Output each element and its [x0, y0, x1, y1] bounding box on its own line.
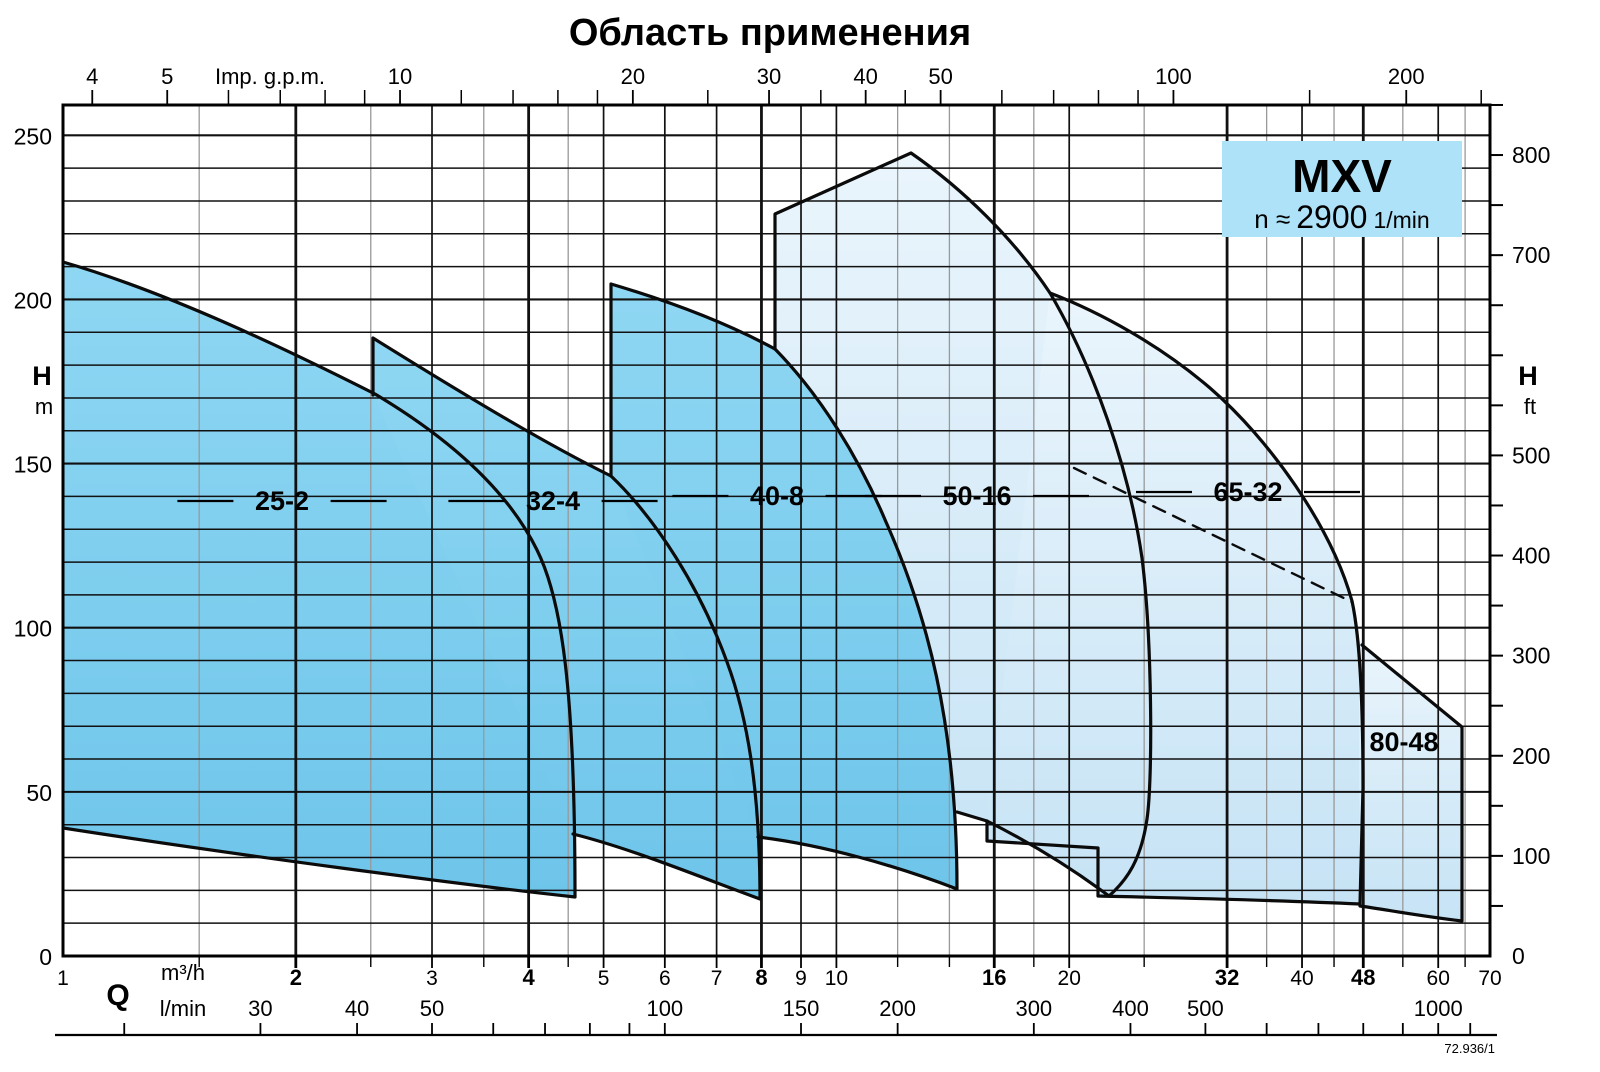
bottom-axis-tick-label: 20	[1058, 967, 1081, 990]
flow-axis-symbol: Q	[106, 979, 129, 1012]
region-fill-40-8	[611, 284, 957, 889]
bottom-axis-tick-label: 70	[1478, 967, 1501, 990]
left-axis-tick-label: 150	[14, 452, 52, 478]
drawing-number: 72.936/1	[1444, 1041, 1495, 1056]
right-axis-tick-label: 200	[1512, 743, 1550, 769]
plot-frame	[61, 103, 1492, 958]
model-badge-bg	[1222, 141, 1462, 237]
region-label-40-8: 40-8	[750, 481, 804, 511]
region-label-32-4: 32-4	[526, 486, 580, 516]
top-axis-unit: Imp. g.p.m.	[215, 64, 325, 89]
bottom-axis-tick-label: 3	[426, 967, 438, 990]
lmin-axis-tick-label: 50	[420, 996, 444, 1021]
bottom-axis-tick-label: 60	[1427, 967, 1450, 990]
lmin-axis-tick-label: 100	[646, 996, 683, 1021]
selection-dashed-line	[1072, 466, 1354, 604]
left-axis-tick-label: 0	[39, 944, 52, 970]
region-fill-25-2	[63, 262, 575, 897]
bottom-axis-tick-label: 8	[755, 965, 767, 990]
bottom-axis-tick-label: 1	[57, 967, 69, 990]
left-axis-unit: m	[35, 394, 53, 419]
right-axis-tick-label: 300	[1512, 643, 1550, 669]
top-axis-tick-label: 40	[853, 64, 877, 89]
bottom-axis-tick-label: 10	[825, 967, 848, 990]
left-axis-tick-label: 200	[14, 287, 52, 313]
right-axis-tick-label: 400	[1512, 543, 1550, 569]
bottom-axis-tick-label: 7	[711, 967, 723, 990]
region-outline-40-8	[609, 282, 959, 891]
model-badge-title: MXV	[1292, 150, 1392, 202]
right-axis-tick-label: 0	[1512, 943, 1525, 969]
region-outline-65-32	[985, 291, 1365, 906]
right-axis-tick-label: 100	[1512, 843, 1550, 869]
left-axis-tick-label: 50	[26, 780, 52, 806]
bottom-axis-tick-label: 6	[659, 967, 671, 990]
region-fill-65-32	[987, 293, 1363, 904]
region-label-80-48: 80-48	[1369, 727, 1438, 757]
model-badge-speed: n ≈2900 1/min	[1254, 199, 1429, 235]
bottom-axis-tick-label: 5	[598, 967, 610, 990]
bottom-axis-tick-label: 48	[1351, 965, 1375, 990]
top-axis-tick-label: 20	[621, 64, 645, 89]
flow-axis-unit-lmin: l/min	[160, 996, 206, 1021]
lmin-axis-tick-label: 150	[783, 996, 820, 1021]
right-axis-tick-label: 800	[1512, 142, 1550, 168]
top-axis-tick-label: 50	[928, 64, 952, 89]
bottom-axis-tick-label: 4	[523, 965, 536, 990]
right-axis-tick-label: 700	[1512, 242, 1550, 268]
top-axis-tick-label: 200	[1388, 64, 1425, 89]
region-outline-25-2	[63, 260, 577, 899]
bottom-axis-tick-label: 16	[982, 965, 1006, 990]
bottom-axis-tick-label: 32	[1215, 965, 1239, 990]
bottom-axis-tick-label: 40	[1290, 967, 1313, 990]
top-axis-tick-label: 4	[86, 64, 98, 89]
flow-axis-unit-m3h: m³/h	[161, 960, 205, 985]
top-axis-tick-label: 5	[161, 64, 173, 89]
lmin-axis-tick-label: 1000	[1414, 996, 1463, 1021]
left-axis-tick-label: 100	[14, 616, 52, 642]
lmin-axis-tick-label: 400	[1112, 996, 1149, 1021]
right-axis-symbol: H	[1518, 361, 1538, 391]
left-axis-symbol: H	[32, 361, 52, 391]
region-label-25-2: 25-2	[255, 486, 309, 516]
left-axis-tick-label: 250	[14, 123, 52, 149]
chart-title: Область применения	[569, 12, 971, 54]
region-fill-80-48	[1359, 640, 1462, 921]
lmin-axis-tick-label: 500	[1187, 996, 1224, 1021]
lmin-axis-tick-label: 200	[879, 996, 916, 1021]
region-outlines	[63, 151, 1464, 923]
model-badge: MXV n ≈2900 1/min	[1222, 141, 1462, 237]
lmin-axis-tick-label: 30	[248, 996, 272, 1021]
generated-axis-content: 4 5 10 20 30 40 50 100 2000501001502002500100200…	[14, 64, 1550, 1037]
right-axis-tick-label: 500	[1512, 442, 1550, 468]
lmin-axis-tick-label: 40	[345, 996, 369, 1021]
region-outline-32-4	[371, 336, 762, 901]
bottom-axis-tick-label: 2	[290, 965, 302, 990]
top-axis-tick-label: 30	[757, 64, 781, 89]
top-axis-tick-label: 100	[1155, 64, 1192, 89]
top-axis-tick-label: 10	[388, 64, 412, 89]
region-label-50-16: 50-16	[942, 481, 1011, 511]
region-label-65-32: 65-32	[1213, 477, 1282, 507]
right-axis-unit: ft	[1524, 394, 1536, 419]
region-outline-80-48	[1358, 643, 1464, 923]
bottom-axis-tick-label: 9	[795, 967, 807, 990]
lmin-axis-tick-label: 300	[1015, 996, 1052, 1021]
